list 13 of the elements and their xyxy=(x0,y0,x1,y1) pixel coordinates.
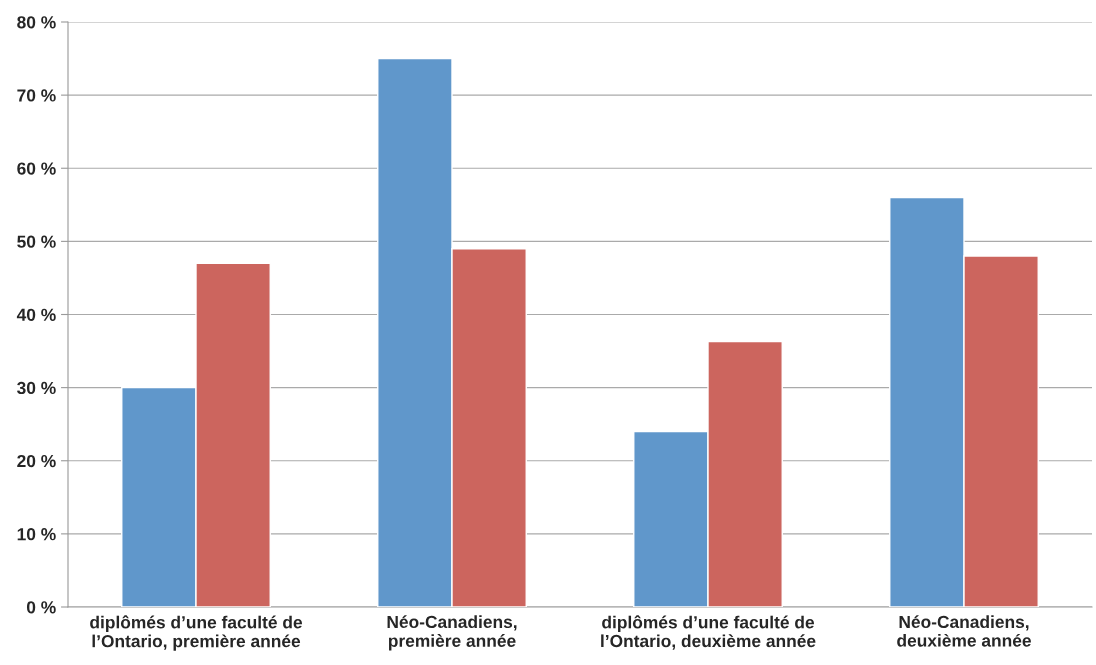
y-tick-label: 0 % xyxy=(26,601,56,614)
y-tick-label: 50 % xyxy=(17,235,56,248)
x-tick-label: diplômés d’une faculté de l’Ontario, première année xyxy=(90,615,303,651)
y-tick-label: 70 % xyxy=(17,89,56,102)
y-tick-label: 60 % xyxy=(17,162,56,175)
y-tick-label: 10 % xyxy=(17,528,56,541)
y-tick-label: 80 % xyxy=(17,16,56,29)
y-tick-label: 20 % xyxy=(17,454,56,468)
y-tick-label: 30 % xyxy=(17,381,56,395)
x-tick-label: Néo-Canadiens, deuxième année xyxy=(897,615,1031,647)
y-tick-label: 40 % xyxy=(16,308,56,321)
x-tick-label: Néo-Canadiens, première année xyxy=(387,615,517,651)
x-tick-label: diplômés d’une faculté de l’Ontario, deuxième année xyxy=(601,615,816,650)
